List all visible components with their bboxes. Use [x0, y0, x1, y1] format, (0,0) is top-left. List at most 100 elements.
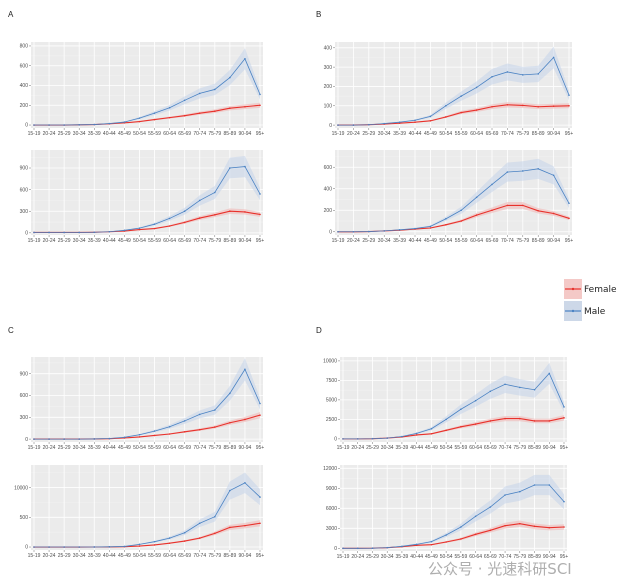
data-point-male [506, 71, 509, 73]
y-tick-label: 0 [25, 545, 28, 551]
data-point-female [229, 421, 231, 424]
data-point-female [548, 526, 551, 529]
data-point-male [93, 231, 96, 234]
x-tick-label: 15-19 [28, 131, 41, 137]
x-tick-label: 60-64 [469, 445, 482, 451]
x-tick-label: 20-24 [351, 554, 364, 560]
data-point-male [342, 438, 344, 440]
data-point-male [214, 409, 216, 411]
x-tick-label: 85-89 [528, 445, 541, 451]
x-tick-label: 50-54 [133, 445, 146, 451]
data-point-female [475, 109, 478, 111]
data-point-male [78, 231, 80, 234]
data-point-female [474, 423, 477, 425]
y-tick-label: 5000 [326, 398, 337, 404]
y-tick-label: 600 [324, 165, 333, 171]
data-point-male [475, 196, 478, 199]
x-tick-label: 75-79 [516, 131, 529, 137]
x-tick-label: 40-44 [410, 554, 423, 560]
x-tick-label: 50-54 [439, 238, 452, 244]
data-point-female [138, 228, 141, 231]
x-tick-label: 70-74 [499, 445, 512, 451]
x-tick-label: 75-79 [516, 238, 529, 244]
data-point-male [63, 438, 65, 440]
x-tick-label: 15-19 [337, 445, 350, 451]
x-tick-label: 30-34 [73, 445, 86, 451]
x-tick-label: 90-94 [547, 238, 560, 244]
x-tick-label: 35-39 [88, 131, 101, 137]
data-point-female [489, 420, 492, 422]
data-point-female [153, 227, 156, 230]
data-point-male [489, 390, 492, 393]
data-point-female [445, 223, 447, 226]
data-point-male [63, 546, 65, 548]
data-point-male [168, 217, 171, 220]
data-point-male [568, 94, 570, 96]
y-tick-label: 900 [20, 371, 29, 377]
x-tick-label: 45-49 [424, 131, 437, 137]
data-point-male [430, 540, 433, 543]
data-point-female [504, 524, 506, 527]
x-tick-label: 20-24 [347, 131, 360, 137]
x-tick-label: 55-59 [455, 238, 468, 244]
y-tick-label: 0 [334, 437, 337, 443]
x-tick-label: 20-24 [351, 445, 364, 451]
x-tick-label: 95+ [256, 553, 265, 559]
data-point-male [533, 484, 536, 486]
data-point-female [153, 544, 156, 546]
data-point-male [259, 402, 261, 405]
x-tick-label: 25-29 [58, 553, 71, 559]
data-point-female [229, 210, 231, 213]
data-point-male [548, 372, 551, 375]
confidence-band-male [343, 362, 564, 439]
data-point-male [475, 86, 478, 89]
data-point-female [568, 217, 570, 220]
data-point-female [491, 105, 493, 108]
data-point-female [244, 211, 246, 213]
data-point-male [123, 436, 126, 439]
data-point-female [153, 118, 156, 121]
data-point-female [229, 526, 231, 529]
y-tick-label: 200 [324, 208, 333, 214]
data-point-male [214, 88, 216, 91]
x-tick-label: 45-49 [424, 238, 437, 244]
x-tick-label: 75-79 [208, 131, 221, 137]
data-point-male [78, 124, 80, 126]
data-point-male [519, 386, 521, 389]
y-tick-label: 300 [20, 415, 29, 421]
data-point-female [460, 220, 463, 222]
x-tick-label: 25-29 [366, 554, 379, 560]
data-point-male [198, 199, 201, 202]
x-tick-label: 85-89 [223, 445, 236, 451]
data-point-female [537, 105, 539, 108]
data-point-male [259, 193, 261, 195]
data-point-male [415, 432, 418, 435]
x-tick-label: 85-89 [223, 553, 236, 559]
data-point-female [183, 540, 186, 542]
data-point-female [552, 212, 555, 215]
x-tick-label: 65-69 [178, 445, 191, 451]
x-tick-label: 60-64 [163, 131, 176, 137]
data-point-male [398, 229, 401, 231]
x-tick-label: 25-29 [58, 445, 71, 451]
data-point-female [445, 541, 447, 543]
data-point-male [33, 546, 35, 548]
y-tick-label: 0 [25, 437, 28, 443]
data-point-female [198, 428, 201, 431]
data-point-male [533, 388, 536, 391]
data-point-male [153, 540, 156, 543]
data-point-male [93, 438, 96, 440]
data-point-female [552, 105, 555, 107]
x-tick-label: 40-44 [409, 131, 422, 137]
x-tick-label: 35-39 [393, 238, 406, 244]
data-point-female [229, 107, 231, 110]
x-tick-label: 95+ [560, 445, 569, 451]
panel-title: A [8, 10, 14, 19]
data-point-male [244, 482, 246, 484]
data-point-female [138, 120, 141, 123]
data-point-male [183, 99, 186, 102]
legend-male-point [571, 309, 575, 313]
x-tick-label: 90-94 [239, 238, 252, 244]
data-point-female [214, 532, 216, 535]
